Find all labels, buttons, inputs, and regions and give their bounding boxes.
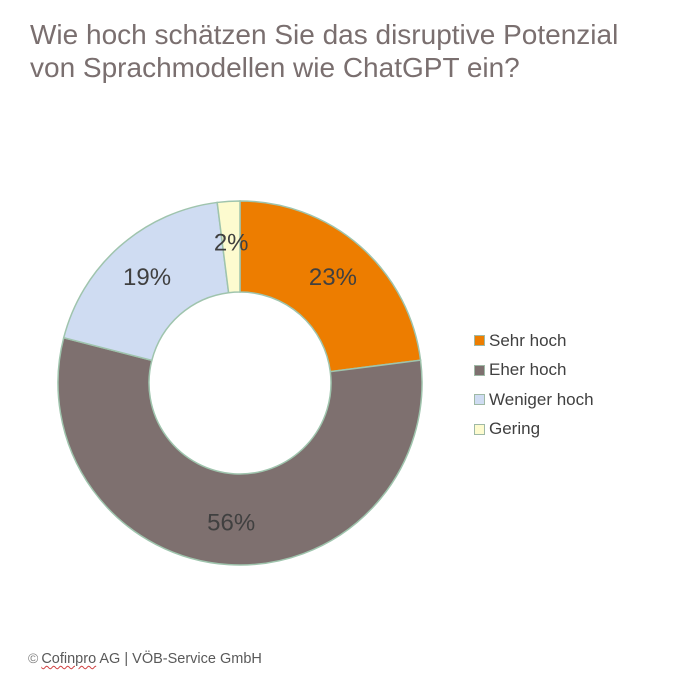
chart-title: Wie hoch schätzen Sie das disruptive Pot… [30,19,619,83]
legend-label: Weniger hoch [489,389,594,409]
copyright-icon: © [28,650,39,666]
legend-item-eher-hoch: Eher hoch [474,356,594,386]
legend-label: Gering [489,419,541,439]
slice-eher-hoch [57,336,423,566]
data-label-sehr-hoch: 23% [309,264,357,291]
legend-swatch [474,335,485,347]
data-label-eher-hoch: 56% [207,510,255,537]
donut-slices [57,200,423,566]
data-label-gering: 2% [214,229,249,256]
legend-label: Eher hoch [489,360,567,380]
legend-item-weniger-hoch: Weniger hoch [474,385,594,415]
data-label-weniger-hoch: 19% [123,264,171,291]
legend-swatch [474,394,485,406]
source-company: Cofinpro [41,651,97,667]
slice-weniger-hoch [62,201,230,362]
legend-swatch [474,423,485,435]
source-note: © Cofinpro AG | VÖB-Service GmbH [28,650,262,667]
legend-label: Sehr hoch [489,330,567,350]
source-rest: AG | VÖB-Service GmbH [96,651,262,667]
slice-gering [216,200,241,294]
slice-sehr-hoch [239,200,422,373]
legend-item-gering: Gering [474,415,594,445]
data-labels: 23% 56% 19% 2% [123,229,357,536]
chart-legend: Sehr hoch Eher hoch Weniger hoch Gering [474,326,594,444]
legend-item-sehr-hoch: Sehr hoch [474,326,594,356]
legend-swatch [474,364,485,376]
